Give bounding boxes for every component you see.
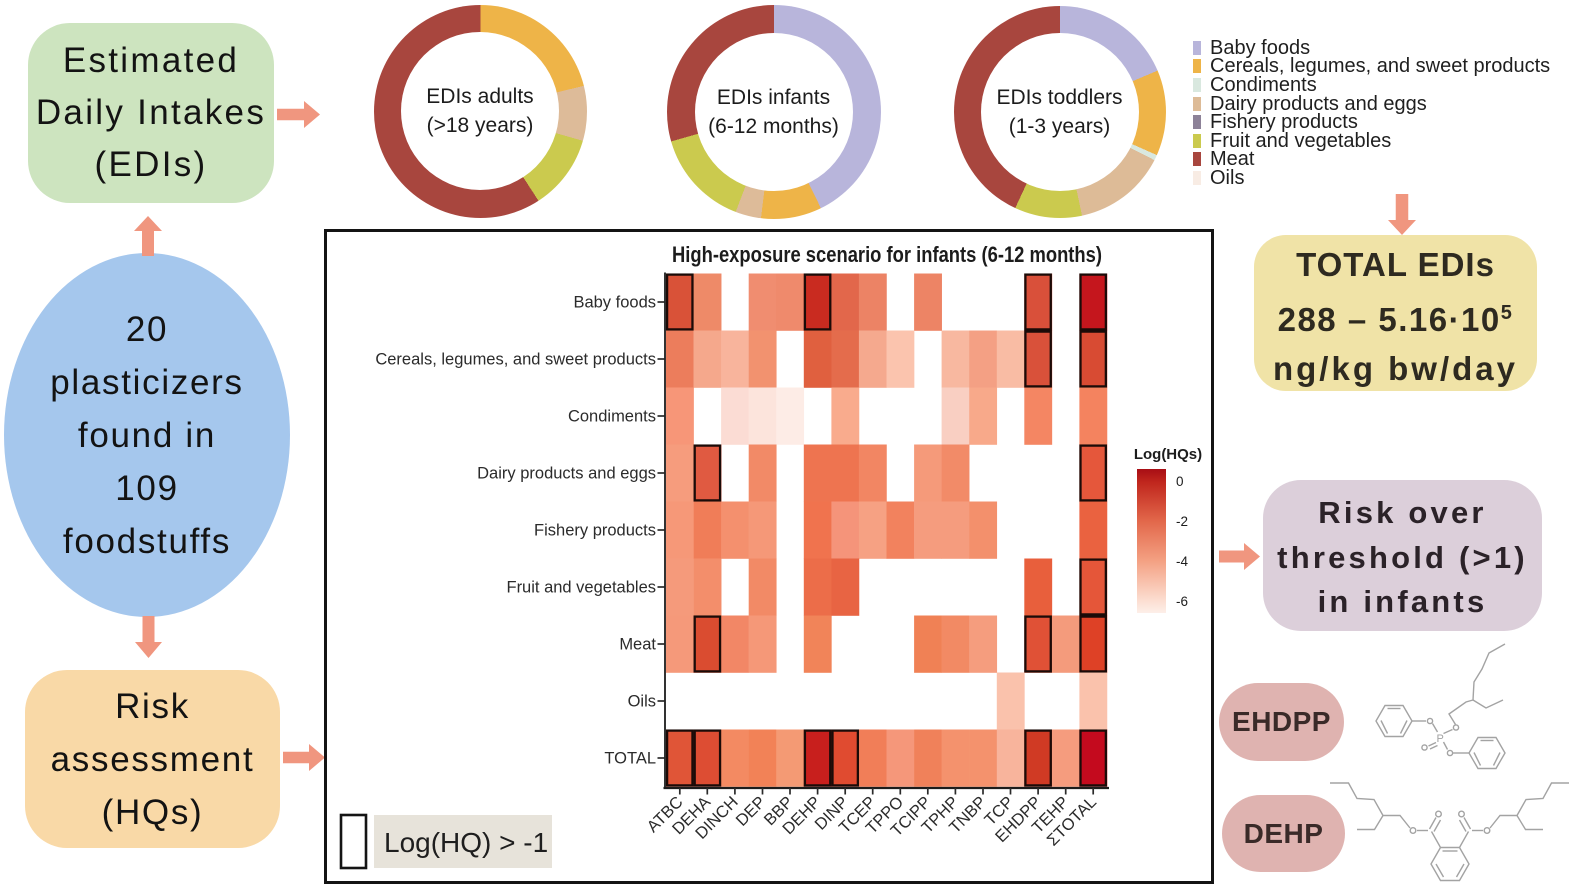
svg-text:0: 0 [1176,474,1184,489]
svg-text:Log(HQs): Log(HQs) [1134,446,1202,463]
svg-text:Oils: Oils [628,693,656,711]
svg-text:DEP: DEP [733,793,770,830]
svg-text:-4: -4 [1176,554,1188,569]
svg-text:High-exposure scenario for inf: High-exposure scenario for infants (6-12… [672,242,1102,267]
svg-text:-2: -2 [1176,514,1188,529]
svg-text:Fishery products: Fishery products [534,522,656,540]
svg-text:Dairy products and eggs: Dairy products and eggs [477,465,656,483]
svg-text:P: P [1437,733,1444,745]
svg-text:-6: -6 [1176,594,1188,609]
svg-text:Condiments: Condiments [568,408,656,426]
svg-text:Fruit and vegetables: Fruit and vegetables [506,579,656,597]
svg-text:Log(HQ) > -1: Log(HQ) > -1 [384,827,548,858]
svg-text:Meat: Meat [619,636,656,654]
svg-text:Baby foods: Baby foods [573,294,656,312]
svg-text:TOTAL: TOTAL [604,750,656,768]
svg-text:Cereals, legumes, and sweet pr: Cereals, legumes, and sweet products [375,351,656,369]
